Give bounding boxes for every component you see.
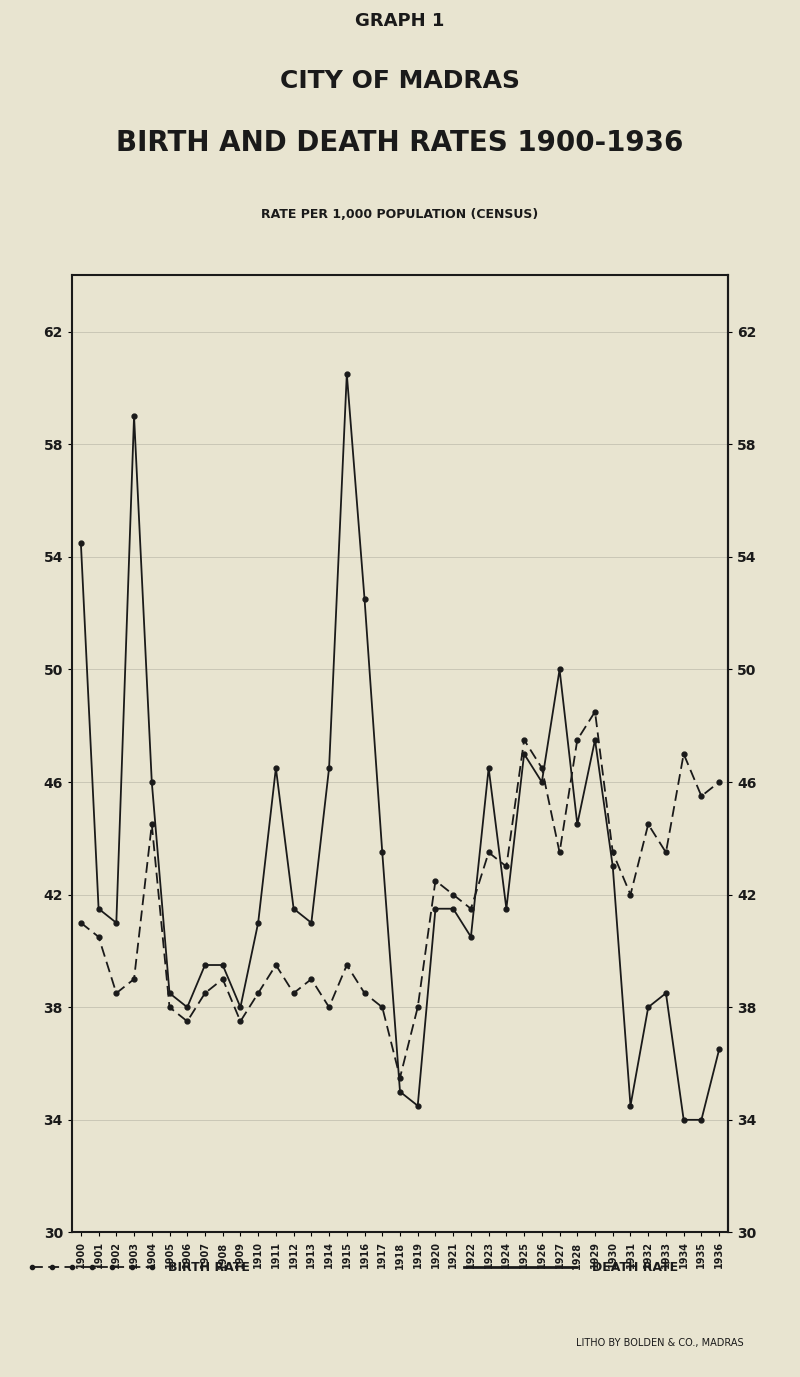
Text: CITY OF MADRAS: CITY OF MADRAS [280,69,520,94]
Text: BIRTH RATE: BIRTH RATE [168,1261,250,1274]
Text: DEATH RATE: DEATH RATE [592,1261,678,1274]
Text: RATE PER 1,000 POPULATION (CENSUS): RATE PER 1,000 POPULATION (CENSUS) [262,208,538,222]
Text: GRAPH 1: GRAPH 1 [355,12,445,30]
Text: LITHO BY BOLDEN & CO., MADRAS: LITHO BY BOLDEN & CO., MADRAS [576,1337,744,1348]
Text: BIRTH AND DEATH RATES 1900-1936: BIRTH AND DEATH RATES 1900-1936 [116,129,684,157]
